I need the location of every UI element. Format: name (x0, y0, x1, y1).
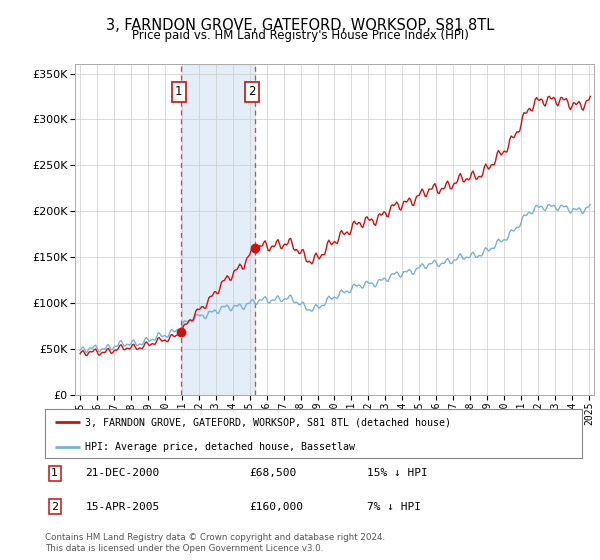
Text: 1: 1 (175, 86, 182, 99)
Text: 21-DEC-2000: 21-DEC-2000 (85, 468, 160, 478)
Bar (181, 64, 254, 395)
Text: 3, FARNDON GROVE, GATEFORD, WORKSOP, S81 8TL: 3, FARNDON GROVE, GATEFORD, WORKSOP, S81… (106, 18, 494, 33)
Text: 2: 2 (51, 502, 58, 512)
Text: £160,000: £160,000 (249, 502, 303, 512)
Text: Price paid vs. HM Land Registry's House Price Index (HPI): Price paid vs. HM Land Registry's House … (131, 29, 469, 42)
Text: 15-APR-2005: 15-APR-2005 (85, 502, 160, 512)
Text: 15% ↓ HPI: 15% ↓ HPI (367, 468, 428, 478)
Text: HPI: Average price, detached house, Bassetlaw: HPI: Average price, detached house, Bass… (85, 442, 355, 452)
Text: £68,500: £68,500 (249, 468, 296, 478)
Text: Contains HM Land Registry data © Crown copyright and database right 2024.
This d: Contains HM Land Registry data © Crown c… (45, 533, 385, 553)
Text: 2: 2 (248, 86, 256, 99)
Text: 1: 1 (51, 468, 58, 478)
Text: 7% ↓ HPI: 7% ↓ HPI (367, 502, 421, 512)
Text: 3, FARNDON GROVE, GATEFORD, WORKSOP, S81 8TL (detached house): 3, FARNDON GROVE, GATEFORD, WORKSOP, S81… (85, 417, 451, 427)
